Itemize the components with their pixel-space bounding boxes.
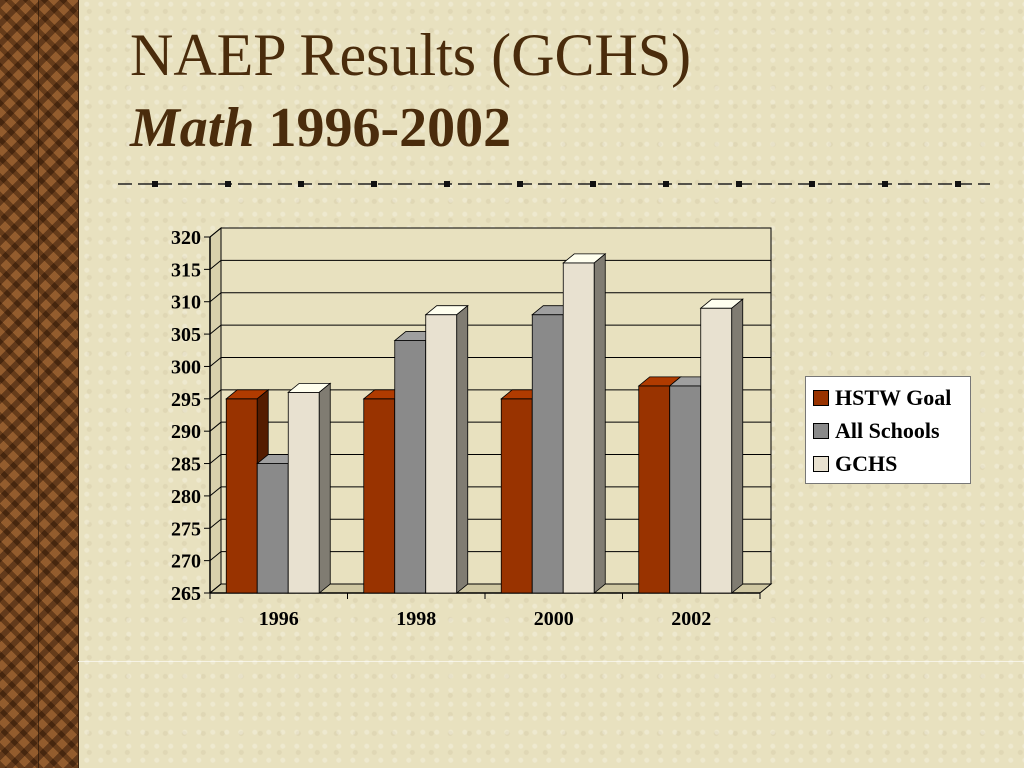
subtitle-rest: 1996-2002 [254,97,512,159]
bar-front [425,314,458,594]
y-tick-label: 320 [171,227,201,249]
y-tick-label: 310 [171,292,201,314]
divider-dot [298,181,304,187]
subtitle-italic: Math [130,97,255,159]
gridline-side [209,324,222,335]
x-tick-label: 2000 [534,608,574,630]
legend-item-gchs: GCHS [813,447,970,480]
divider-dot [371,181,377,187]
x-tick-label: 1996 [259,608,299,630]
bar-side [456,304,469,594]
legend-label-gchs: GCHS [835,450,898,476]
divider-dot [663,181,669,187]
bar-front [363,398,396,594]
decorative-side-strip [0,0,79,768]
y-tick-label: 265 [171,583,201,605]
bar-front [287,391,320,594]
title-divider [118,181,990,187]
x-tick-label: 1998 [396,608,436,630]
bar-front [638,385,671,594]
gridline-side [209,259,222,270]
bar-front [225,398,258,594]
bar-side [318,382,331,594]
legend-swatch-all-schools [813,422,829,439]
gridline-side [209,551,222,562]
chart-legend: HSTW Goal All Schools GCHS [805,376,971,484]
y-tick-label: 290 [171,421,201,443]
y-tick-label: 285 [171,454,201,476]
y-tick-label: 270 [171,551,201,573]
divider-dot [444,181,450,187]
divider-dot [517,181,523,187]
gridline-side [209,454,222,464]
y-tick-label: 315 [171,259,201,281]
legend-item-all-schools: All Schools [813,414,970,447]
slide-title: NAEP Results (GCHS) [130,22,692,88]
gridline-side [209,486,222,497]
legend-swatch-hstw-goal [813,389,829,406]
divider-dot [590,181,596,187]
divider-dot [152,181,158,187]
y-tick-label: 275 [171,518,201,540]
divider-dot [955,181,961,187]
bar-front [562,262,595,594]
y-tick-label: 280 [171,486,201,508]
footer-divider [78,661,1024,662]
gridline-side [209,357,222,367]
legend-label-all-schools: All Schools [835,417,940,443]
bar-front [500,398,533,594]
gridline-side [209,227,222,238]
slide-subtitle: Math 1996-2002 [130,97,512,160]
chart-side-wall [209,226,222,595]
bar-front [700,307,733,594]
y-tick-label: 300 [171,356,201,378]
legend-label-hstw-goal: HSTW Goal [835,384,952,410]
gridline-side [209,421,222,432]
bar-side [731,298,744,594]
divider-dot [809,181,815,187]
divider-dot [225,181,231,187]
bar-side [593,253,606,594]
gridline-side [209,583,222,594]
bar-chart: 265 270 275 280 285 290 295 300 305 310 315 320 1996… [171,226,773,630]
divider-dot [882,181,888,187]
bar-front [669,385,702,594]
bar-front [531,314,564,594]
legend-item-hstw-goal: HSTW Goal [813,381,970,414]
gridline-side [209,518,222,529]
divider-dot [736,181,742,187]
y-tick-label: 305 [171,324,201,346]
x-tick-label: 2002 [671,608,711,630]
legend-swatch-gchs [813,455,829,472]
bar-front [394,340,427,594]
gridline-side [209,292,222,303]
gridline-side [209,389,222,400]
y-tick-label: 295 [171,389,201,411]
bar-front [256,463,289,594]
